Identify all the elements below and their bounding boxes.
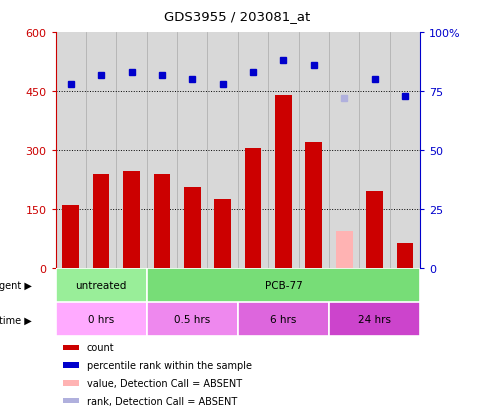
Text: PCB-77: PCB-77 — [265, 280, 302, 290]
Text: count: count — [86, 342, 114, 352]
Text: percentile rank within the sample: percentile rank within the sample — [86, 360, 252, 370]
Text: 24 hrs: 24 hrs — [358, 315, 391, 325]
Bar — [147, 268, 420, 302]
Bar — [305, 143, 322, 268]
Text: GDS3955 / 203081_at: GDS3955 / 203081_at — [164, 10, 310, 23]
Bar — [214, 200, 231, 268]
Bar — [123, 171, 140, 268]
Text: untreated: untreated — [75, 280, 127, 290]
Bar — [336, 231, 353, 268]
Text: rank, Detection Call = ABSENT: rank, Detection Call = ABSENT — [86, 396, 237, 406]
Bar — [63, 345, 79, 350]
Text: 6 hrs: 6 hrs — [270, 315, 297, 325]
Bar — [62, 206, 79, 268]
Bar — [63, 363, 79, 368]
Bar — [275, 96, 292, 268]
Bar — [329, 302, 420, 337]
Text: value, Detection Call = ABSENT: value, Detection Call = ABSENT — [86, 378, 242, 388]
Bar — [238, 302, 329, 337]
Bar — [63, 380, 79, 386]
Text: 0 hrs: 0 hrs — [88, 315, 114, 325]
Bar — [56, 302, 147, 337]
Bar — [397, 243, 413, 268]
Bar — [147, 302, 238, 337]
Bar — [93, 174, 110, 268]
Bar — [184, 188, 200, 268]
Text: agent ▶: agent ▶ — [0, 280, 32, 290]
Bar — [366, 192, 383, 268]
Bar — [245, 149, 261, 268]
Bar — [56, 268, 147, 302]
Text: time ▶: time ▶ — [0, 315, 32, 325]
Text: 0.5 hrs: 0.5 hrs — [174, 315, 211, 325]
Bar — [154, 174, 170, 268]
Bar — [63, 398, 79, 404]
